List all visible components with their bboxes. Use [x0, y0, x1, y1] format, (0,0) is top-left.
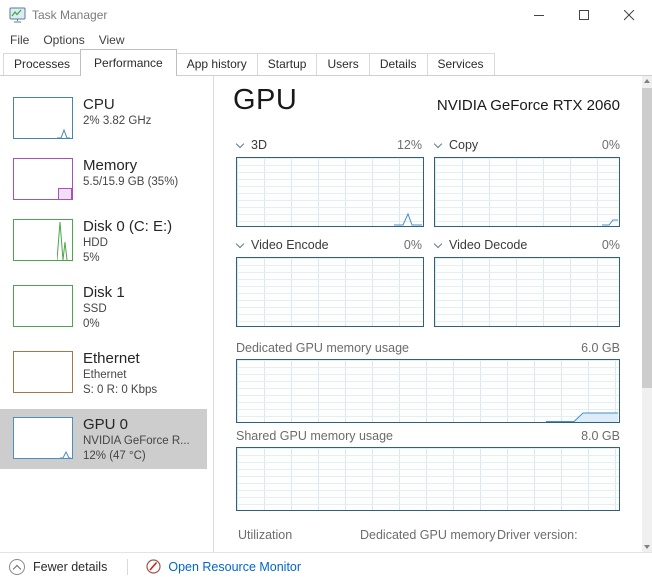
- engine-utilization: 12%: [396, 138, 422, 152]
- engine-header-video-encode: Video Encode 0%: [235, 237, 422, 253]
- sidebar-ethernet-name: Ethernet: [83, 369, 127, 381]
- engine-label: 3D: [251, 138, 267, 152]
- gpu-detail-panel: GPU NVIDIA GeForce RTX 2060 3D 12% Copy …: [233, 84, 620, 552]
- sidebar-ethernet-title: Ethernet: [83, 350, 140, 367]
- stat-driver-version-label: Driver version:: [497, 528, 578, 542]
- chevron-down-icon[interactable]: [235, 139, 245, 148]
- sidebar-gpu0-stats: 12% (47 °C): [83, 450, 146, 462]
- engine-label: Copy: [449, 138, 479, 152]
- ethernet-thumbnail-chart: [13, 351, 73, 393]
- sidebar-cpu-title: CPU: [83, 96, 115, 113]
- performance-sidebar: CPU 2% 3.82 GHz Memory 5.5/15.9 GB (35%): [0, 76, 214, 552]
- gpu-3d-chart: [236, 157, 424, 227]
- sidebar-disk0-type: HDD: [83, 237, 108, 249]
- sidebar-disk1-type: SSD: [83, 303, 107, 315]
- open-resource-monitor-link[interactable]: Open Resource Monitor: [138, 553, 309, 580]
- dedicated-memory-capacity: 6.0 GB: [581, 341, 620, 355]
- window-title: Task Manager: [32, 8, 108, 22]
- fewer-details-button[interactable]: Fewer details: [0, 553, 117, 580]
- performance-content: CPU 2% 3.82 GHz Memory 5.5/15.9 GB (35%): [0, 76, 652, 552]
- sidebar-item-disk0[interactable]: Disk 0 (C: E:) HDD 5%: [0, 211, 207, 271]
- engine-header-copy: Copy 0%: [433, 137, 620, 153]
- minimize-button[interactable]: [517, 0, 562, 30]
- menu-view[interactable]: View: [98, 33, 125, 47]
- shared-memory-chart: [236, 447, 620, 511]
- tab-details[interactable]: Details: [368, 53, 428, 75]
- tab-app-history[interactable]: App history: [175, 53, 258, 75]
- sidebar-item-ethernet[interactable]: Ethernet Ethernet S: 0 R: 0 Kbps: [0, 343, 207, 403]
- engine-label: Video Encode: [251, 238, 329, 252]
- scroll-up-icon[interactable]: [644, 79, 650, 83]
- tab-services[interactable]: Services: [426, 53, 495, 75]
- gpu-stats-row: Utilization Dedicated GPU memory Driver …: [236, 528, 620, 548]
- shared-memory-label: Shared GPU memory usage: [236, 429, 394, 443]
- memory-thumbnail-chart: [13, 158, 73, 200]
- footer-bar: Fewer details Open Resource Monitor: [0, 552, 652, 580]
- sidebar-disk1-title: Disk 1: [83, 284, 125, 301]
- engine-header-video-decode: Video Decode 0%: [433, 237, 620, 253]
- tab-startup[interactable]: Startup: [256, 53, 318, 75]
- disk0-thumbnail-chart: [13, 219, 73, 261]
- stat-utilization-label: Utilization: [238, 528, 293, 542]
- sidebar-cpu-stats: 2% 3.82 GHz: [83, 115, 152, 127]
- gpu-copy-chart: [434, 157, 620, 227]
- menubar: File Options View: [0, 30, 652, 50]
- sidebar-item-memory[interactable]: Memory 5.5/15.9 GB (35%): [0, 150, 207, 205]
- gpu-panel-title: GPU: [233, 84, 298, 116]
- maximize-button[interactable]: [562, 0, 607, 30]
- engine-header-3d: 3D 12%: [235, 137, 422, 153]
- vertical-scrollbar[interactable]: [642, 76, 652, 552]
- fewer-details-label: Fewer details: [33, 559, 108, 574]
- engine-utilization: 0%: [403, 238, 422, 252]
- dedicated-memory-chart: [236, 359, 620, 423]
- chevron-down-icon[interactable]: [433, 139, 443, 148]
- open-resource-monitor-label: Open Resource Monitor: [168, 559, 302, 574]
- engine-label: Video Decode: [449, 238, 528, 252]
- task-manager-app-icon: [9, 7, 26, 23]
- engine-utilization: 0%: [601, 238, 620, 252]
- sidebar-item-gpu0[interactable]: GPU 0 NVIDIA GeForce R... 12% (47 °C): [0, 409, 207, 469]
- sidebar-item-cpu[interactable]: CPU 2% 3.82 GHz: [0, 89, 207, 144]
- chevron-down-icon[interactable]: [235, 239, 245, 248]
- tab-performance[interactable]: Performance: [80, 49, 177, 76]
- titlebar: Task Manager: [0, 0, 652, 30]
- close-button[interactable]: [607, 0, 652, 30]
- menu-options[interactable]: Options: [43, 33, 85, 47]
- dedicated-memory-label: Dedicated GPU memory usage: [236, 341, 409, 355]
- sidebar-disk0-title: Disk 0 (C: E:): [83, 218, 173, 235]
- chevron-down-icon[interactable]: [433, 239, 443, 248]
- gpu-video-decode-chart: [434, 257, 620, 327]
- tab-users[interactable]: Users: [316, 53, 370, 75]
- chevron-up-circle-icon: [9, 558, 25, 575]
- sidebar-disk1-usage: 0%: [83, 318, 100, 330]
- scroll-down-icon[interactable]: [644, 545, 650, 549]
- sidebar-item-disk1[interactable]: Disk 1 SSD 0%: [0, 277, 207, 337]
- engine-utilization: 0%: [601, 138, 620, 152]
- tab-bar: Processes Performance App history Startu…: [0, 49, 652, 76]
- disk1-thumbnail-chart: [13, 285, 73, 327]
- cpu-thumbnail-chart: [13, 97, 73, 139]
- sidebar-memory-title: Memory: [83, 157, 138, 174]
- gpu0-thumbnail-chart: [13, 417, 73, 459]
- sidebar-ethernet-stats: S: 0 R: 0 Kbps: [83, 384, 158, 396]
- dedicated-memory-header: Dedicated GPU memory usage 6.0 GB: [236, 341, 620, 357]
- sidebar-disk0-usage: 5%: [83, 252, 100, 264]
- shared-memory-capacity: 8.0 GB: [581, 429, 620, 443]
- sidebar-gpu0-name: NVIDIA GeForce R...: [83, 435, 190, 447]
- sidebar-memory-stats: 5.5/15.9 GB (35%): [83, 176, 179, 188]
- tab-processes[interactable]: Processes: [3, 53, 82, 75]
- sidebar-gpu0-title: GPU 0: [83, 416, 129, 433]
- footer-divider: [127, 558, 129, 575]
- menu-file[interactable]: File: [10, 33, 30, 47]
- resource-monitor-icon: [146, 559, 161, 574]
- scrollbar-thumb[interactable]: [642, 88, 652, 388]
- stat-dedicated-memory-label: Dedicated GPU memory: [360, 528, 496, 542]
- shared-memory-header: Shared GPU memory usage 8.0 GB: [236, 429, 620, 445]
- gpu-device-name: NVIDIA GeForce RTX 2060: [436, 97, 620, 114]
- gpu-video-encode-chart: [236, 257, 424, 327]
